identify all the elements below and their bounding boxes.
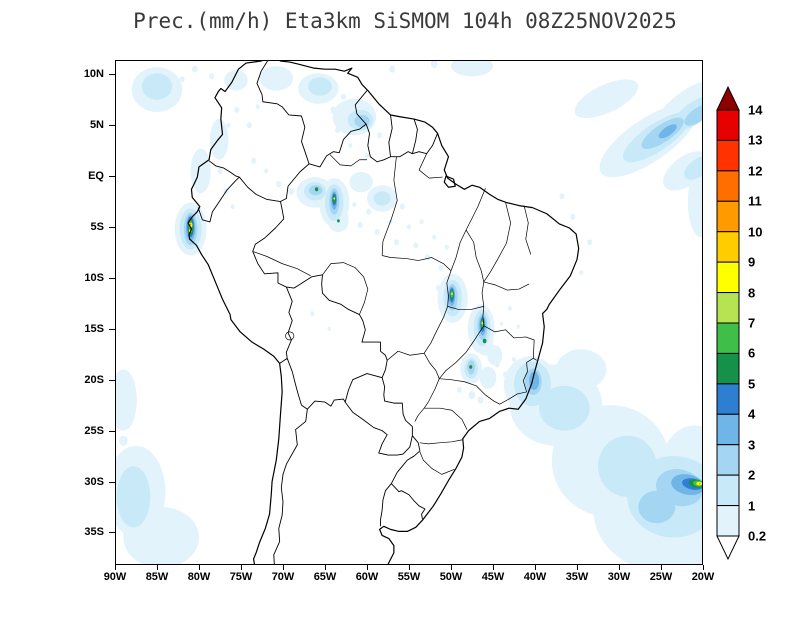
y-tick-label: EQ	[64, 170, 115, 182]
y-tick-label: 10N	[64, 68, 115, 80]
y-tick-label: 35S	[64, 526, 115, 538]
x-tick-label: 30W	[599, 565, 639, 583]
x-tick-label: 80W	[179, 565, 219, 583]
y-tick-label: 5S	[64, 221, 115, 233]
south-america-precip-map	[115, 60, 703, 565]
colorbar-tick-label: 2	[748, 467, 756, 483]
colorbar-cell	[716, 261, 740, 294]
x-tick-label: 65W	[305, 565, 345, 583]
colorbar-under-arrow	[716, 535, 740, 561]
lake-titicaca	[286, 332, 294, 340]
colorbar-cell	[716, 413, 740, 446]
colorbar-over-arrow	[716, 85, 740, 111]
colorbar-tick-label: 9	[748, 254, 756, 270]
colorbar-tick-label: 8	[748, 285, 756, 301]
colorbar-cell	[716, 139, 740, 172]
country-borders	[198, 60, 437, 565]
colorbar-tick-label: 0.2	[748, 528, 767, 544]
colorbar-tick-label: 7	[748, 315, 756, 331]
colorbar-cell	[716, 444, 740, 476]
colorbar-tick-label: 4	[748, 406, 756, 422]
colorbar-tick-label: 1	[748, 498, 756, 514]
colorbar-tick-label: 6	[748, 345, 756, 361]
coastline	[188, 60, 579, 565]
x-tick-label: 35W	[557, 565, 597, 583]
colorbar-cell	[716, 109, 740, 141]
brazil-state-borders	[253, 154, 537, 475]
y-tick-label: 25S	[64, 425, 115, 437]
x-tick-label: 25W	[641, 565, 681, 583]
x-tick-label: 20W	[683, 565, 723, 583]
y-tick-label: 15S	[64, 323, 115, 335]
colorbar-cell	[716, 170, 740, 202]
x-tick-label: 50W	[431, 565, 471, 583]
colorbar-tick-label: 3	[748, 437, 756, 453]
colorbar-tick-label: 10	[748, 224, 763, 240]
colorbar-tick-label: 14	[748, 102, 763, 118]
colorbar-cell	[716, 322, 740, 354]
colorbar-tick-label: 5	[748, 376, 756, 392]
colorbar-cell	[716, 505, 740, 537]
x-tick-label: 75W	[221, 565, 261, 583]
x-tick-label: 70W	[263, 565, 303, 583]
colorbar-cell	[716, 474, 740, 507]
x-tick-label: 45W	[473, 565, 513, 583]
colorbar-cell	[716, 200, 740, 233]
plot-title: Prec.(mm/h) Eta3km SiSMOM 104h 08Z25NOV2…	[133, 9, 677, 33]
x-tick-label: 85W	[137, 565, 177, 583]
x-tick-label: 40W	[515, 565, 555, 583]
y-tick-label: 5N	[64, 119, 115, 131]
colorbar-tick-label: 11	[748, 193, 762, 209]
colorbar-cell	[716, 231, 740, 263]
colorbar	[716, 85, 740, 561]
colorbar-cell	[716, 383, 740, 415]
precip-shade-10-11	[189, 223, 701, 485]
y-tick-label: 10S	[64, 272, 115, 284]
x-tick-label: 55W	[389, 565, 429, 583]
colorbar-tick-label: 12	[748, 163, 763, 179]
y-tick-label: 30S	[64, 476, 115, 488]
colorbar-cell	[716, 352, 740, 385]
y-tick-label: 20S	[64, 374, 115, 386]
colorbar-tick-label: 13	[748, 132, 763, 148]
x-tick-label: 90W	[95, 565, 135, 583]
colorbar-cell	[716, 292, 740, 324]
x-tick-label: 60W	[347, 565, 387, 583]
